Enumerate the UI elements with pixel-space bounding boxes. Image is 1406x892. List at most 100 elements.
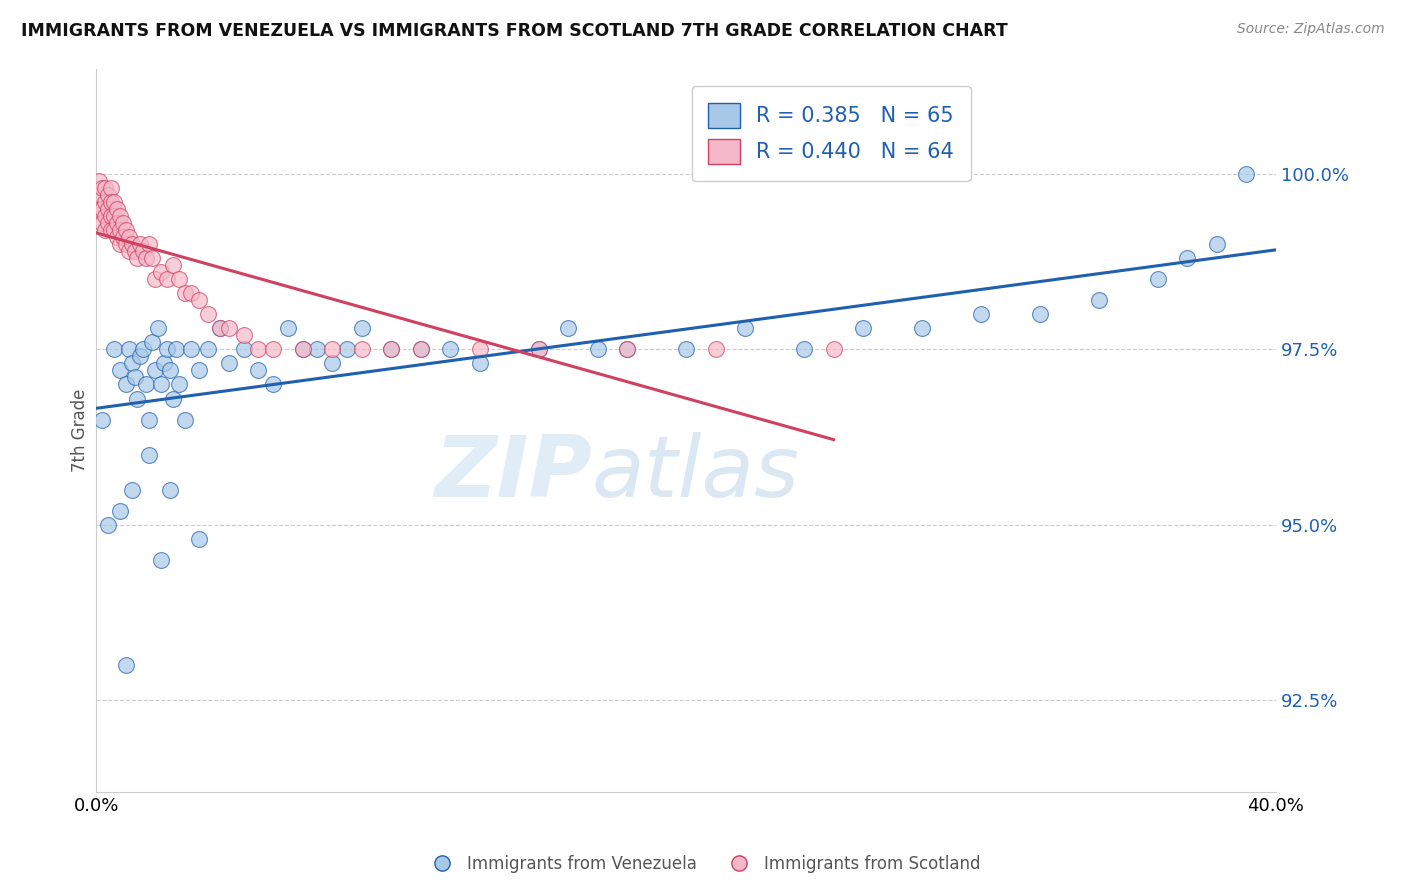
Point [150, 553, 173, 567]
Point [162, 258, 184, 272]
Point [100, 223, 122, 237]
Point [100, 209, 122, 223]
Point [94, 181, 117, 195]
Text: atlas: atlas [592, 432, 800, 515]
Point [138, 412, 160, 426]
Point [852, 321, 875, 335]
Point [146, 321, 169, 335]
Point [132, 343, 155, 357]
Point [823, 343, 845, 357]
Point [127, 251, 149, 265]
Point [159, 363, 181, 377]
Point [129, 350, 152, 364]
Point [527, 343, 550, 357]
Point [188, 293, 211, 308]
Point [97, 517, 120, 532]
Point [159, 483, 181, 497]
Point [108, 504, 131, 518]
Point [291, 343, 314, 357]
Point [89, 187, 111, 202]
Point [557, 321, 579, 335]
Point [307, 343, 329, 357]
Point [121, 237, 143, 252]
Point [586, 343, 609, 357]
Point [173, 286, 195, 301]
Point [180, 286, 202, 301]
Point [439, 343, 461, 357]
Point [138, 448, 160, 462]
Point [97, 187, 120, 202]
Point [143, 272, 166, 286]
Point [247, 363, 270, 377]
Point [150, 265, 173, 279]
Point [103, 223, 125, 237]
Point [527, 343, 550, 357]
Point [108, 363, 131, 377]
Point [127, 392, 149, 406]
Point [793, 343, 815, 357]
Point [1236, 167, 1258, 181]
Point [135, 377, 157, 392]
Point [89, 174, 111, 188]
Point [103, 343, 125, 357]
Point [97, 202, 120, 216]
Point [970, 307, 993, 321]
Point [1177, 251, 1199, 265]
Point [105, 230, 128, 244]
Point [336, 343, 359, 357]
Point [100, 194, 122, 209]
Point [132, 244, 155, 258]
Point [409, 343, 432, 357]
Point [232, 328, 254, 343]
Point [218, 356, 240, 370]
Point [94, 194, 117, 209]
Point [1206, 237, 1229, 252]
Point [1029, 307, 1052, 321]
Point [117, 244, 139, 258]
Point [350, 321, 373, 335]
Point [291, 343, 314, 357]
Point [350, 343, 373, 357]
Point [188, 532, 211, 546]
Point [704, 343, 727, 357]
Point [167, 272, 190, 286]
Point [232, 343, 254, 357]
Point [114, 377, 136, 392]
Text: ZIP: ZIP [434, 432, 592, 515]
Point [321, 343, 343, 357]
Point [108, 237, 131, 252]
Point [111, 216, 134, 230]
Point [675, 343, 697, 357]
Point [1088, 293, 1111, 308]
Point [162, 392, 184, 406]
Point [91, 412, 114, 426]
Point [94, 209, 117, 223]
Point [262, 377, 284, 392]
Point [121, 356, 143, 370]
Point [103, 194, 125, 209]
Point [153, 356, 176, 370]
Point [111, 230, 134, 244]
Point [321, 356, 343, 370]
Text: Source: ZipAtlas.com: Source: ZipAtlas.com [1237, 22, 1385, 37]
Point [129, 237, 152, 252]
Point [124, 244, 146, 258]
Point [89, 202, 111, 216]
Point [209, 321, 232, 335]
Legend: R = 0.385   N = 65, R = 0.440   N = 64: R = 0.385 N = 65, R = 0.440 N = 64 [692, 87, 970, 181]
Point [108, 209, 131, 223]
Point [114, 237, 136, 252]
Point [97, 216, 120, 230]
Point [167, 377, 190, 392]
Point [277, 321, 299, 335]
Point [141, 335, 163, 350]
Point [247, 343, 270, 357]
Point [173, 412, 195, 426]
Point [91, 181, 114, 195]
Point [117, 230, 139, 244]
Point [94, 223, 117, 237]
Point [156, 343, 179, 357]
Point [911, 321, 934, 335]
Point [124, 370, 146, 384]
Point [141, 251, 163, 265]
